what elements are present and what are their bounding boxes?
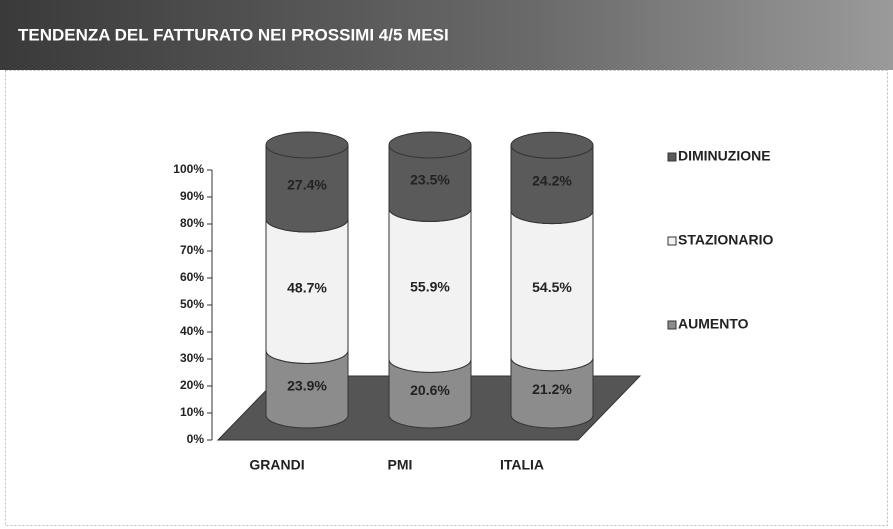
frame: [5, 70, 888, 526]
legend-swatch: [667, 236, 677, 246]
data-label: 21.2%: [532, 381, 572, 397]
cylinder-segment: [388, 131, 472, 222]
legend-swatch: [667, 320, 677, 330]
data-label: 20.6%: [410, 382, 450, 398]
y-tick-label: 90%: [180, 189, 204, 203]
y-tick-label: 40%: [180, 324, 204, 338]
data-label: 27.4%: [287, 177, 327, 193]
legend-label: AUMENTO: [678, 316, 749, 332]
data-label: 24.2%: [532, 173, 572, 189]
header: [0, 0, 893, 70]
y-tick-label: 60%: [180, 270, 204, 284]
data-label: 23.5%: [410, 171, 450, 187]
data-label: 23.9%: [287, 377, 327, 393]
legend-swatch: [667, 152, 677, 162]
y-tick-label: 80%: [180, 216, 204, 230]
legend-label: DIMINUZIONE: [678, 148, 771, 164]
data-label: 54.5%: [532, 279, 572, 295]
cylinder-segment: [510, 131, 594, 225]
data-label: 48.7%: [287, 279, 327, 295]
y-tick-label: 30%: [180, 351, 204, 365]
x-tick-label: PMI: [388, 457, 413, 473]
y-tick-label: 10%: [180, 405, 204, 419]
cylinder-segment: [265, 131, 349, 233]
data-label: 55.9%: [410, 279, 450, 295]
y-tick-label: 20%: [180, 378, 204, 392]
y-tick-label: 70%: [180, 243, 204, 257]
x-tick-label: ITALIA: [500, 457, 544, 473]
chart-title: TENDENZA DEL FATTURATO NEI PROSSIMI 4/5 …: [18, 25, 449, 44]
legend-label: STAZIONARIO: [678, 232, 774, 248]
x-tick-label: GRANDI: [249, 457, 304, 473]
y-tick-label: 0%: [187, 432, 205, 446]
y-tick-label: 100%: [173, 162, 204, 176]
y-tick-label: 50%: [180, 297, 204, 311]
